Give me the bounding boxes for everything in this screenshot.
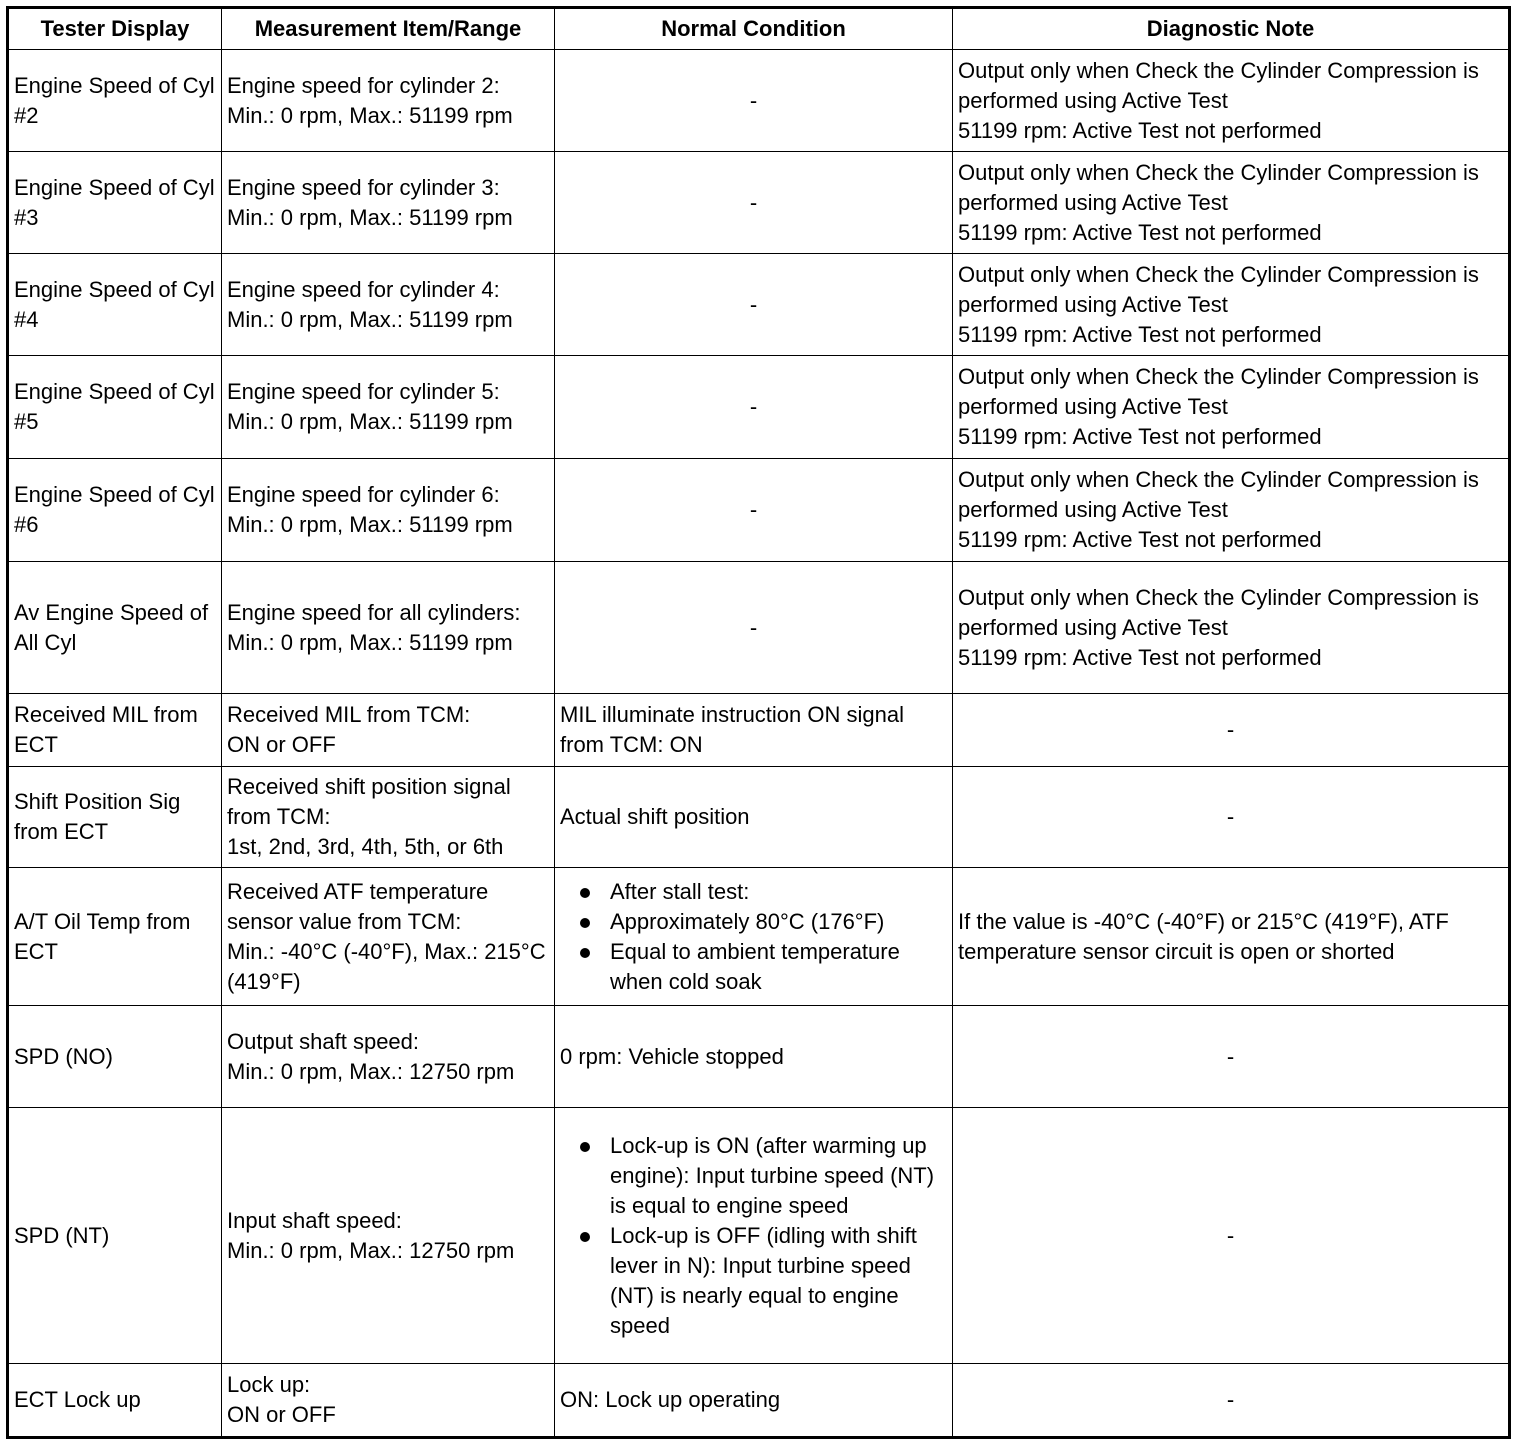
cell-measurement: Output shaft speed: Min.: 0 rpm, Max.: 1…	[221, 1005, 555, 1108]
cell-measurement: Engine speed for cylinder 5: Min.: 0 rpm…	[221, 355, 555, 459]
cell-normal: -	[554, 151, 953, 254]
table-row: Received MIL from ECT Received MIL from T…	[7, 693, 1510, 767]
header-row: Tester Display Measurement Item/Range Norm…	[7, 7, 1510, 50]
cell-note: -	[952, 1005, 1510, 1108]
table-row: Engine Speed of Cyl #6 Engine speed for c…	[7, 458, 1510, 562]
cell-note: Output only when Check the Cylinder Comp…	[952, 253, 1510, 356]
column-header-measurement-item-range: Measurement Item/Range	[221, 7, 555, 50]
bullet-list: Lock-up is ON (after warming up engine):…	[560, 1131, 947, 1341]
cell-note: If the value is -40°C (-40°F) or 215°C (…	[952, 867, 1510, 1006]
table-row: SPD (NO) Output shaft speed: Min.: 0 rpm,…	[7, 1005, 1510, 1108]
cell-note: -	[952, 1363, 1510, 1438]
cell-tester: SPD (NT)	[7, 1107, 222, 1364]
cell-normal: -	[554, 561, 953, 694]
cell-note: Output only when Check the Cylinder Comp…	[952, 49, 1510, 152]
cell-measurement: Received shift position signal from TCM:…	[221, 766, 555, 868]
cell-tester: Engine Speed of Cyl #2	[7, 49, 222, 152]
bullet-list: After stall test: Approximately 80°C (176…	[560, 877, 947, 997]
bullet-item: Lock-up is OFF (idling with shift lever …	[580, 1221, 947, 1341]
cell-tester: Engine Speed of Cyl #6	[7, 458, 222, 562]
cell-tester: A/T Oil Temp from ECT	[7, 867, 222, 1006]
cell-tester: Engine Speed of Cyl #5	[7, 355, 222, 459]
cell-normal: MIL illuminate instruction ON signal fro…	[554, 693, 953, 767]
cell-normal: Actual shift position	[554, 766, 953, 868]
bullet-item: After stall test:	[580, 877, 947, 907]
cell-note: -	[952, 693, 1510, 767]
cell-note: -	[952, 1107, 1510, 1364]
cell-normal: -	[554, 355, 953, 459]
column-header-diagnostic-note: Diagnostic Note	[952, 7, 1510, 50]
column-header-tester-display: Tester Display	[7, 7, 222, 50]
table-row: Engine Speed of Cyl #2 Engine speed for c…	[7, 49, 1510, 152]
cell-normal: After stall test: Approximately 80°C (176…	[554, 867, 953, 1006]
cell-tester: Engine Speed of Cyl #4	[7, 253, 222, 356]
bullet-item: Lock-up is ON (after warming up engine):…	[580, 1131, 947, 1221]
cell-tester: ECT Lock up	[7, 1363, 222, 1438]
table-row: Engine Speed of Cyl #3 Engine speed for c…	[7, 151, 1510, 254]
cell-measurement: Engine speed for cylinder 2: Min.: 0 rpm…	[221, 49, 555, 152]
cell-measurement: Engine speed for cylinder 3: Min.: 0 rpm…	[221, 151, 555, 254]
cell-tester: SPD (NO)	[7, 1005, 222, 1108]
data-list-table: Tester Display Measurement Item/Range Norm…	[6, 6, 1511, 1439]
cell-measurement: Received ATF temperature sensor value fr…	[221, 867, 555, 1006]
cell-normal: ON: Lock up operating	[554, 1363, 953, 1438]
cell-tester: Received MIL from ECT	[7, 693, 222, 767]
cell-measurement: Lock up: ON or OFF	[221, 1363, 555, 1438]
cell-measurement: Engine speed for all cylinders: Min.: 0 …	[221, 561, 555, 694]
cell-note: Output only when Check the Cylinder Comp…	[952, 355, 1510, 459]
bullet-item: Approximately 80°C (176°F)	[580, 907, 947, 937]
table-row: Av Engine Speed of All Cyl Engine speed f…	[7, 561, 1510, 694]
cell-normal: -	[554, 458, 953, 562]
cell-normal: -	[554, 49, 953, 152]
cell-measurement: Input shaft speed: Min.: 0 rpm, Max.: 12…	[221, 1107, 555, 1364]
bullet-item: Equal to ambient temperature when cold s…	[580, 937, 947, 997]
cell-note: Output only when Check the Cylinder Comp…	[952, 151, 1510, 254]
table-row: Engine Speed of Cyl #5 Engine speed for c…	[7, 355, 1510, 459]
cell-tester: Engine Speed of Cyl #3	[7, 151, 222, 254]
cell-normal: Lock-up is ON (after warming up engine):…	[554, 1107, 953, 1364]
table-row: A/T Oil Temp from ECT Received ATF temper…	[7, 867, 1510, 1006]
cell-note: Output only when Check the Cylinder Comp…	[952, 458, 1510, 562]
cell-measurement: Engine speed for cylinder 4: Min.: 0 rpm…	[221, 253, 555, 356]
cell-normal: 0 rpm: Vehicle stopped	[554, 1005, 953, 1108]
table-row: Shift Position Sig from ECT Received shif…	[7, 766, 1510, 868]
cell-measurement: Engine speed for cylinder 6: Min.: 0 rpm…	[221, 458, 555, 562]
table-row: Engine Speed of Cyl #4 Engine speed for c…	[7, 253, 1510, 356]
column-header-normal-condition: Normal Condition	[554, 7, 953, 50]
cell-tester: Shift Position Sig from ECT	[7, 766, 222, 868]
cell-note: -	[952, 766, 1510, 868]
cell-normal: -	[554, 253, 953, 356]
table-row: ECT Lock up Lock up: ON or OFF ON: Lock up…	[7, 1363, 1510, 1438]
cell-tester: Av Engine Speed of All Cyl	[7, 561, 222, 694]
cell-note: Output only when Check the Cylinder Comp…	[952, 561, 1510, 694]
cell-measurement: Received MIL from TCM: ON or OFF	[221, 693, 555, 767]
table-row: SPD (NT) Input shaft speed: Min.: 0 rpm, …	[7, 1107, 1510, 1364]
